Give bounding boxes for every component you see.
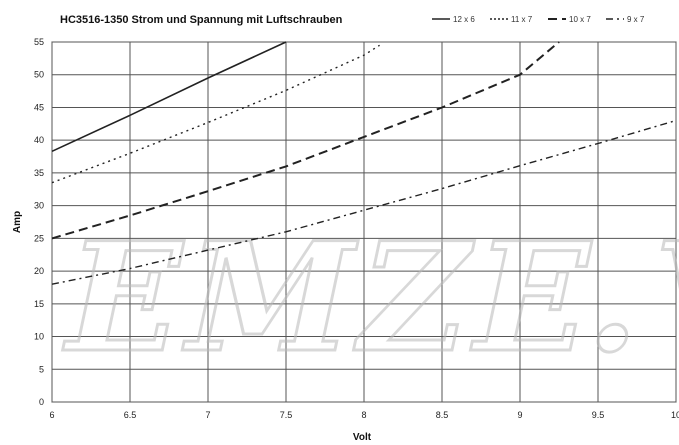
legend-label: 10 x 7: [569, 15, 591, 24]
x-tick-label: 10: [671, 410, 679, 420]
y-tick-label: 40: [34, 135, 44, 145]
y-tick-label: 10: [34, 332, 44, 342]
legend-label: 11 x 7: [511, 15, 533, 24]
x-tick-label: 8.5: [436, 410, 449, 420]
legend-label: 12 x 6: [453, 15, 475, 24]
x-tick-label: 8: [361, 410, 366, 420]
y-tick-label: 35: [34, 168, 44, 178]
y-tick-labels: 0 5 10 15 20 25 30 35 40 45 50 55: [34, 37, 44, 407]
plot-area: EMZE.VZ: [47, 41, 679, 403]
x-tick-label: 6: [49, 410, 54, 420]
x-axis-label: Volt: [353, 432, 372, 443]
series-line: [51, 41, 287, 153]
x-tick-label: 9: [517, 410, 522, 420]
x-tick-label: 7.5: [280, 410, 293, 420]
x-tick-label: 9.5: [592, 410, 605, 420]
chart-title: HC3516-1350 Strom und Spannung mit Lufts…: [60, 14, 343, 26]
x-tick-label: 7: [205, 410, 210, 420]
y-tick-label: 15: [34, 299, 44, 309]
y-tick-label: 30: [34, 201, 44, 211]
watermark: EMZE.VZ: [47, 208, 679, 387]
y-axis-label: Amp: [12, 211, 23, 233]
y-tick-label: 45: [34, 102, 44, 112]
y-tick-label: 20: [34, 266, 44, 276]
y-tick-label: 55: [34, 37, 44, 47]
x-tick-label: 6.5: [124, 410, 137, 420]
legend: 12 x 6 11 x 7 10 x 7 9 x 7: [432, 15, 645, 24]
y-tick-label: 25: [34, 233, 44, 243]
series-line: [51, 119, 677, 285]
y-tick-label: 0: [39, 397, 44, 407]
x-tick-labels: 6 6.5 7 7.5 8 8.5 9 9.5 10: [49, 410, 679, 420]
legend-label: 9 x 7: [627, 15, 645, 24]
gridlines: [51, 41, 677, 403]
series-line: [51, 41, 560, 240]
watermark-text: EMZE.VZ: [48, 210, 679, 386]
series-lines: [51, 41, 677, 285]
y-tick-label: 50: [34, 70, 44, 80]
y-tick-label: 5: [39, 364, 44, 374]
